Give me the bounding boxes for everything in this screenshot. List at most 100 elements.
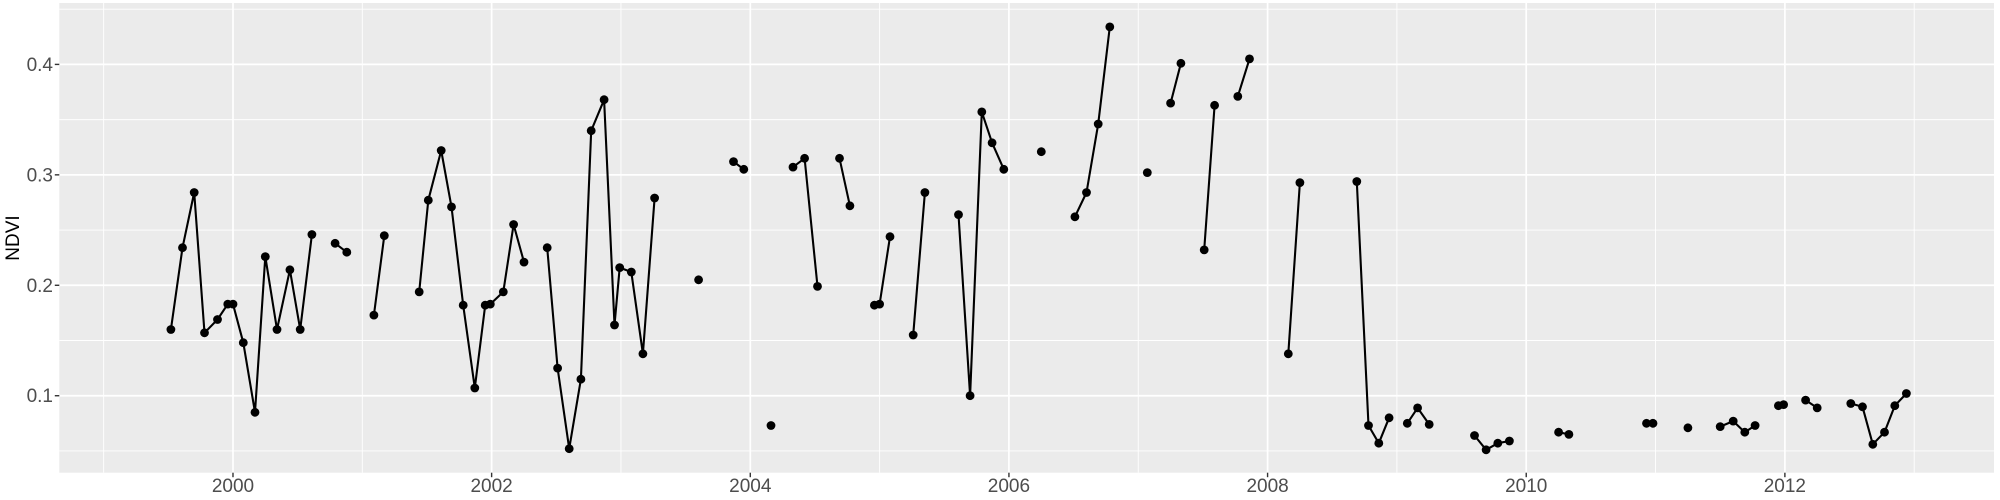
data-point — [1384, 413, 1394, 423]
data-point — [1750, 421, 1760, 430]
data-point — [542, 243, 552, 253]
series-line-segment — [1236, 57, 1251, 98]
data-point — [1413, 403, 1422, 413]
data-point — [1283, 349, 1293, 359]
data-point — [1890, 401, 1900, 411]
y-tick-label: 0.4 — [27, 55, 54, 76]
data-point — [1352, 177, 1362, 186]
data-point — [509, 220, 518, 229]
data-point — [1233, 92, 1243, 101]
series-line-segment — [1719, 420, 1757, 434]
series-line-segment — [1287, 181, 1301, 355]
data-point — [369, 310, 379, 320]
data-point — [1210, 100, 1219, 110]
x-tick-label: 2002 — [470, 476, 512, 497]
data-point — [1642, 418, 1651, 428]
data-point — [564, 444, 574, 454]
data-point — [498, 287, 508, 297]
data-point — [1715, 422, 1725, 431]
data-point — [626, 267, 636, 277]
data-point — [1812, 403, 1822, 413]
data-point — [213, 315, 222, 324]
data-point — [576, 374, 586, 384]
data-point — [920, 188, 930, 197]
y-tick-label: 0.3 — [27, 165, 53, 186]
data-point — [260, 252, 270, 261]
data-point — [166, 325, 176, 334]
y-tick-label: 0.1 — [27, 386, 53, 407]
data-point — [1142, 168, 1152, 178]
data-point — [1740, 427, 1750, 437]
x-tick-label: 2004 — [729, 476, 772, 497]
data-point — [638, 349, 648, 359]
data-point — [414, 287, 424, 297]
data-point — [739, 164, 749, 174]
data-point — [285, 265, 295, 275]
data-point — [250, 407, 260, 417]
data-point — [519, 257, 529, 267]
series-line-segment — [838, 157, 851, 207]
data-point — [379, 231, 389, 241]
series-line-segment — [169, 191, 313, 414]
series-line-segment — [372, 234, 386, 317]
series-line-segment — [1169, 62, 1182, 105]
data-point — [1374, 438, 1384, 448]
x-tick-label: 2012 — [1764, 476, 1806, 497]
data-point — [908, 330, 918, 340]
data-point — [485, 299, 495, 309]
data-point — [965, 391, 975, 401]
series-line-segment — [1073, 25, 1111, 218]
x-tick-label: 2006 — [988, 476, 1030, 497]
data-point — [1364, 421, 1373, 430]
data-point — [694, 275, 703, 285]
data-point — [1470, 431, 1479, 440]
data-point — [800, 153, 809, 163]
data-point — [342, 247, 352, 257]
data-point — [845, 201, 855, 211]
data-point — [1424, 420, 1434, 429]
data-point — [885, 232, 895, 242]
plot-panel — [59, 3, 1994, 473]
data-point — [1779, 400, 1788, 409]
data-point — [1493, 438, 1503, 448]
data-point — [307, 230, 317, 239]
data-point — [1093, 119, 1103, 129]
data-point — [1554, 427, 1563, 437]
data-point — [987, 138, 997, 148]
data-point — [1166, 98, 1175, 108]
data-point — [200, 328, 209, 338]
data-point — [1880, 427, 1889, 437]
data-point — [1082, 188, 1091, 197]
x-tick-label: 2008 — [1246, 476, 1288, 497]
data-point — [1199, 245, 1209, 255]
data-point — [1295, 178, 1305, 188]
data-point — [458, 300, 468, 310]
data-point — [295, 325, 305, 334]
data-point — [1648, 418, 1658, 428]
data-point — [1858, 402, 1867, 412]
data-point — [1105, 22, 1115, 32]
data-point — [1902, 389, 1911, 398]
data-point — [447, 202, 456, 212]
data-point — [1070, 212, 1080, 222]
series-line-segment — [1203, 104, 1216, 251]
data-point — [1868, 439, 1878, 449]
data-point — [423, 195, 433, 205]
series-line-segment — [1473, 434, 1511, 451]
y-axis-title: NDVI — [3, 215, 24, 261]
series-line-segment — [1355, 180, 1391, 445]
data-point — [272, 325, 282, 334]
data-point — [1481, 445, 1491, 455]
data-point — [766, 421, 776, 430]
data-point — [1036, 147, 1046, 157]
data-point — [813, 282, 822, 291]
data-point — [586, 126, 596, 136]
data-point — [835, 153, 844, 163]
data-point — [1505, 436, 1514, 446]
data-point — [553, 363, 562, 373]
y-tick-label: 0.2 — [27, 276, 53, 297]
data-point — [954, 210, 963, 220]
data-point — [330, 238, 340, 248]
data-point — [610, 320, 619, 330]
x-tick-label: 2000 — [212, 476, 254, 497]
